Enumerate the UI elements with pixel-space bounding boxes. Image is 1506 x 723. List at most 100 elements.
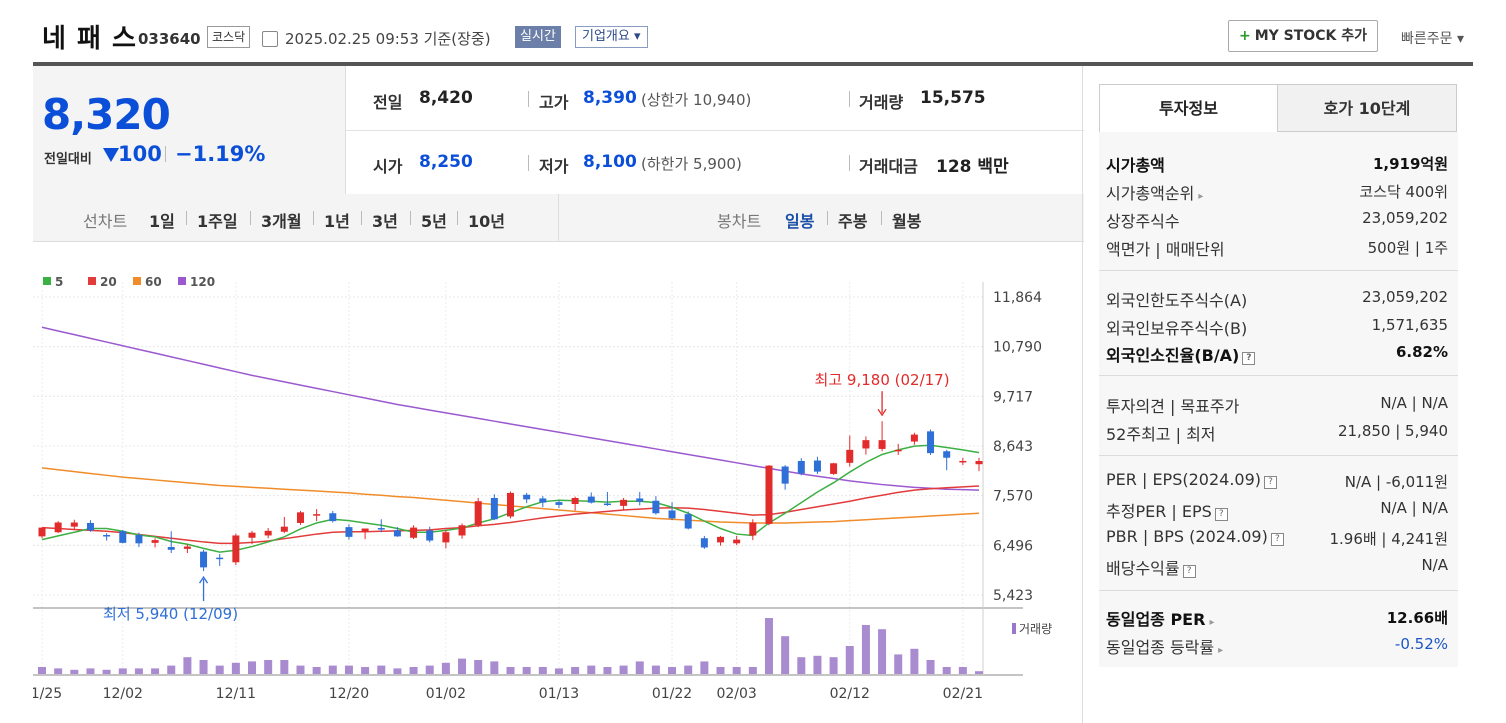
invest-row-label: 52주최고 | 최저 bbox=[1106, 421, 1216, 445]
volume-bar bbox=[764, 618, 773, 674]
tab-invest-info[interactable]: 투자정보 bbox=[1099, 84, 1278, 132]
chevron-right-icon: ▸ bbox=[1218, 645, 1224, 656]
section-divider bbox=[1099, 375, 1458, 376]
header-divider bbox=[33, 62, 1473, 66]
candle-monthly[interactable]: 월봉 bbox=[892, 212, 922, 231]
period-1y[interactable]: 1년 bbox=[324, 212, 350, 231]
invest-row-value: 6.82% bbox=[1395, 343, 1448, 361]
invest-row-label-text: PER | EPS(2024.09) bbox=[1106, 470, 1261, 489]
calendar-icon bbox=[262, 31, 278, 47]
invest-row-label: 투자의견 | 목표주가 bbox=[1106, 393, 1239, 417]
invest-row-value: 500원 | 1주 bbox=[1367, 239, 1448, 257]
volume-bar bbox=[975, 671, 983, 674]
period-3y[interactable]: 3년 bbox=[372, 212, 398, 231]
candle-body bbox=[555, 502, 563, 505]
volume-bar bbox=[38, 667, 46, 674]
candle-body bbox=[54, 522, 62, 533]
period-5y[interactable]: 5년 bbox=[421, 212, 447, 231]
invest-row-label[interactable]: 시가총액순위 ▸ bbox=[1106, 180, 1203, 204]
invest-row-label[interactable]: 동일업종 PER ▸ bbox=[1106, 606, 1214, 630]
period-3m[interactable]: 3개월 bbox=[261, 212, 302, 231]
help-icon[interactable]: ? bbox=[1182, 565, 1196, 578]
moving-average-20 bbox=[41, 485, 980, 545]
period-1w[interactable]: 1주일 bbox=[197, 212, 238, 231]
invest-row-value: N/A | N/A bbox=[1380, 499, 1448, 517]
volume-bar bbox=[635, 661, 644, 674]
candle-body bbox=[636, 498, 644, 502]
candle-weekly[interactable]: 주봉 bbox=[838, 212, 868, 231]
open-value: 8,250 bbox=[419, 152, 473, 172]
invest-row-label[interactable]: 동일업종 등락률 ▸ bbox=[1106, 634, 1223, 658]
y-tick-label: 5,423 bbox=[993, 588, 1033, 604]
volume-bar bbox=[54, 668, 63, 674]
candle-body bbox=[151, 540, 159, 543]
prev-close-value: 8,420 bbox=[419, 88, 473, 108]
add-mystock-button[interactable]: + MY STOCK 추가 bbox=[1228, 20, 1378, 52]
realtime-button[interactable]: 실시간 bbox=[515, 26, 561, 48]
candle-body bbox=[878, 440, 886, 449]
candle-body bbox=[733, 539, 741, 544]
volume-bar bbox=[70, 669, 79, 674]
separator bbox=[361, 211, 362, 225]
x-tick-label: 01/13 bbox=[539, 686, 579, 702]
period-divider bbox=[558, 194, 559, 242]
volume-bar bbox=[474, 660, 483, 674]
invest-row-label-text: 외국인한도주식수(A) bbox=[1106, 291, 1248, 310]
help-icon[interactable]: ? bbox=[1270, 533, 1284, 546]
invest-row-value: 1,919억원 bbox=[1372, 155, 1448, 173]
separator bbox=[849, 155, 850, 171]
volume-bar bbox=[587, 665, 596, 674]
candlestick-chart[interactable]: 11,864 10,790 9,717 8,643 7,570 6,496 5,423 11/… bbox=[33, 262, 1082, 722]
candle-body bbox=[781, 466, 789, 484]
high-value: 8,390 bbox=[583, 88, 637, 108]
current-price: 8,320 bbox=[42, 90, 171, 139]
tab-order-book[interactable]: 호가 10단계 bbox=[1277, 84, 1457, 132]
open-label: 시가 bbox=[373, 157, 403, 176]
help-icon[interactable]: ? bbox=[1264, 476, 1277, 489]
candle-body bbox=[426, 530, 434, 541]
market-tag: 코스닥 bbox=[207, 26, 251, 48]
candle-body bbox=[86, 522, 94, 531]
candle-daily[interactable]: 일봉 bbox=[785, 212, 815, 231]
high-arrow-head bbox=[877, 408, 887, 417]
invest-row-label: PER | EPS(2024.09)? bbox=[1106, 470, 1277, 489]
candle-body bbox=[975, 460, 983, 465]
line-chart-label: 선차트 bbox=[83, 212, 128, 231]
volume-bar bbox=[748, 667, 757, 674]
candle-body bbox=[135, 534, 143, 544]
invest-row-label-text: PBR | BPS (2024.09) bbox=[1106, 527, 1268, 546]
period-10y[interactable]: 10년 bbox=[468, 212, 505, 231]
volume-bar bbox=[296, 665, 305, 674]
y-tick-label: 9,717 bbox=[993, 389, 1033, 405]
candle-body bbox=[943, 451, 951, 458]
prev-close-label: 전일 bbox=[373, 93, 403, 112]
y-tick-label: 6,496 bbox=[993, 538, 1033, 554]
x-tick-label: 12/11 bbox=[216, 686, 256, 702]
separator bbox=[165, 146, 166, 162]
candle-body bbox=[749, 522, 757, 536]
help-icon[interactable]: ? bbox=[1214, 508, 1228, 521]
invest-row-value: 23,059,202 bbox=[1362, 209, 1448, 227]
chevron-right-icon: ▸ bbox=[1198, 191, 1204, 202]
high-label: 고가 bbox=[539, 93, 569, 112]
invest-row-label: 배당수익률? bbox=[1106, 555, 1196, 579]
x-tick-label: 02/03 bbox=[716, 686, 756, 702]
help-icon[interactable]: ? bbox=[1242, 352, 1256, 365]
x-tick-label: 02/21 bbox=[943, 686, 983, 702]
quick-order-dropdown[interactable]: 빠른주문 ▾ bbox=[1401, 31, 1464, 47]
volume-bar bbox=[328, 665, 337, 674]
invest-row-label: 상장주식수 bbox=[1106, 208, 1180, 232]
volume-bar bbox=[361, 667, 370, 674]
low-arrow-head bbox=[199, 575, 209, 584]
volume-bar bbox=[409, 667, 418, 674]
invest-row-label: 외국인보유주식수(B) bbox=[1106, 315, 1247, 339]
price-change-pct: −1.19% bbox=[175, 142, 266, 166]
volume-bar bbox=[506, 667, 515, 674]
legend-swatch bbox=[88, 277, 96, 285]
candle-body bbox=[264, 530, 272, 536]
x-tick-label: 12/20 bbox=[329, 686, 369, 702]
period-1d[interactable]: 1일 bbox=[149, 212, 175, 231]
company-overview-dropdown[interactable]: 기업개요 ▾ bbox=[575, 26, 648, 48]
separator bbox=[881, 211, 882, 225]
separator bbox=[250, 211, 251, 225]
